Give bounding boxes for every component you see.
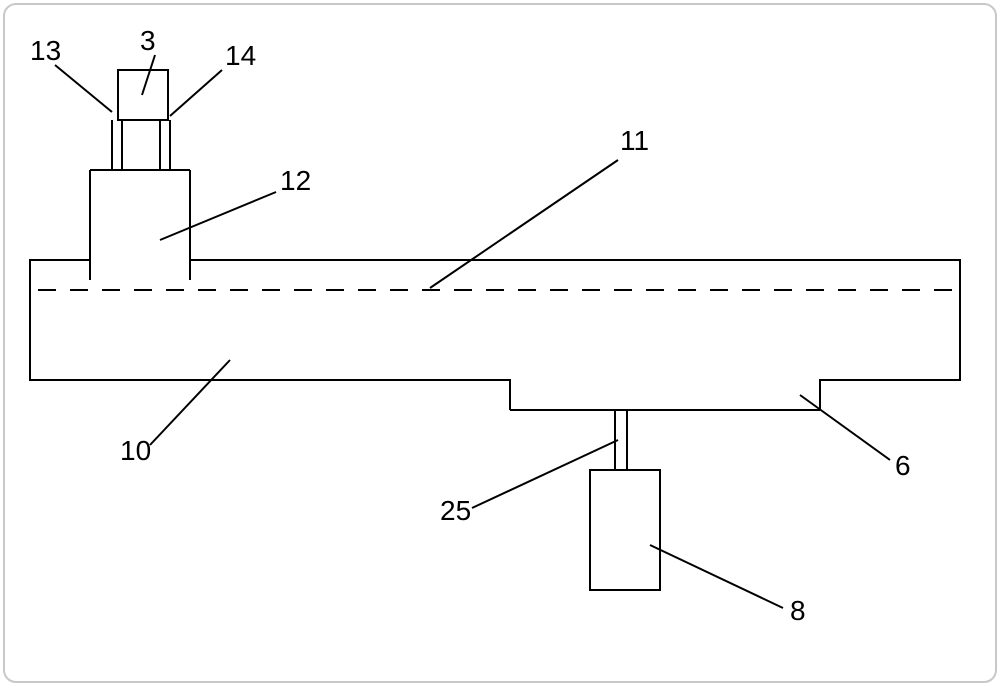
leader-12: [160, 192, 276, 240]
label-12: 12: [280, 165, 311, 196]
label-6: 6: [895, 450, 911, 481]
label-10: 10: [120, 435, 151, 466]
leader-25: [472, 440, 618, 508]
label-25: 25: [440, 495, 471, 526]
part-8-block: [590, 470, 660, 590]
leader-13: [55, 65, 112, 112]
label-14: 14: [225, 40, 256, 71]
label-11: 11: [620, 125, 649, 156]
leader-8: [650, 545, 783, 608]
label-13: 13: [30, 35, 61, 66]
leader-3: [142, 55, 155, 95]
leader-11: [430, 160, 618, 288]
leader-6: [800, 395, 890, 460]
label-3: 3: [140, 25, 156, 56]
leader-10: [150, 360, 230, 445]
label-8: 8: [790, 595, 806, 626]
part-10-main-bar: [30, 260, 960, 380]
frame-border: [4, 4, 996, 682]
leader-14: [170, 70, 222, 116]
